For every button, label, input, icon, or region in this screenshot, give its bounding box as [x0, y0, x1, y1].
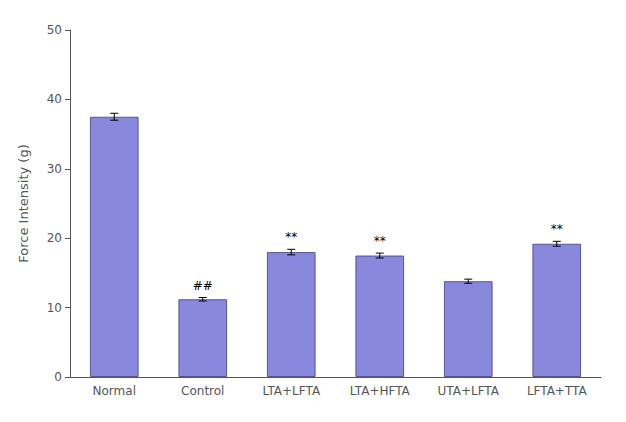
- svg-text:LTA+HFTA: LTA+HFTA: [350, 384, 411, 398]
- svg-text:UTA+LFTA: UTA+LFTA: [438, 384, 500, 398]
- svg-text:Force Intensity (g): Force Intensity (g): [16, 144, 31, 262]
- svg-text:LFTA+TTA: LFTA+TTA: [527, 384, 588, 398]
- svg-text:0: 0: [54, 370, 62, 384]
- svg-text:10: 10: [47, 301, 62, 315]
- svg-text:40: 40: [47, 92, 62, 106]
- svg-text:50: 50: [47, 23, 62, 37]
- svg-text:Normal: Normal: [93, 384, 136, 398]
- svg-text:**: **: [374, 234, 386, 248]
- svg-text:LTA+LFTA: LTA+LFTA: [262, 384, 320, 398]
- svg-text:##: ##: [193, 279, 213, 293]
- svg-text:**: **: [551, 222, 563, 236]
- svg-text:**: **: [285, 230, 297, 244]
- svg-text:Control: Control: [181, 384, 224, 398]
- svg-text:20: 20: [47, 231, 62, 245]
- svg-text:30: 30: [47, 162, 62, 176]
